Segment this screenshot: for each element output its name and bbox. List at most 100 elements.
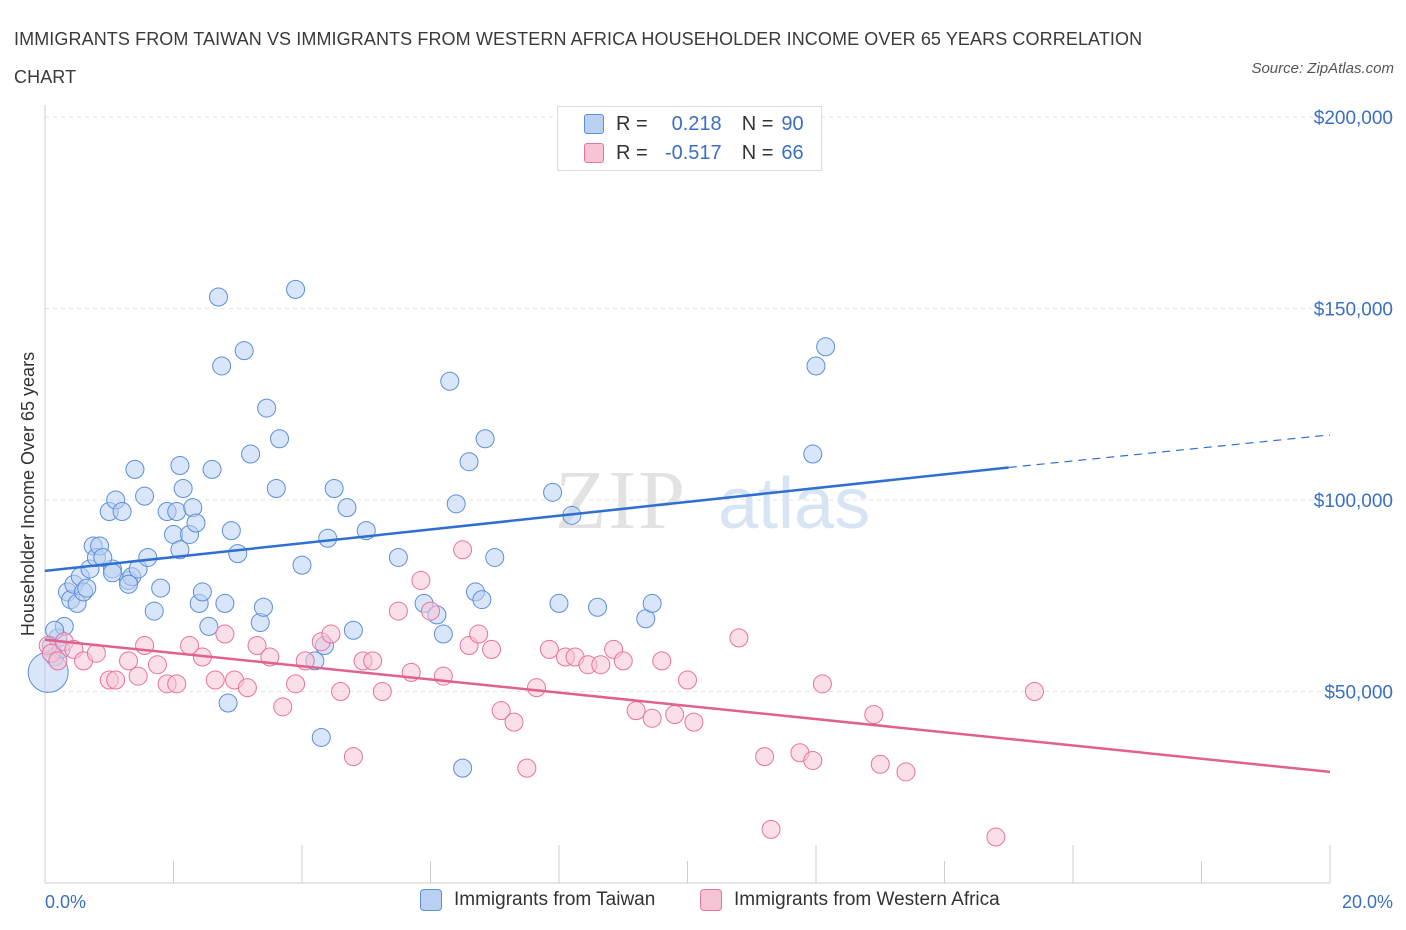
wafrica-point — [527, 678, 547, 698]
wafrica-point — [870, 754, 890, 774]
taiwan-point — [266, 479, 286, 499]
taiwan-point — [138, 547, 158, 567]
taiwan-point — [183, 498, 203, 518]
wafrica-point — [539, 639, 559, 659]
taiwan-point — [485, 547, 505, 567]
taiwan-point — [173, 479, 193, 499]
taiwan-point — [324, 479, 344, 499]
gridlines — [45, 116, 1394, 692]
taiwan-point — [253, 597, 273, 617]
wafrica-point — [215, 624, 235, 644]
x-tick-labels: 0.0% 20.0% — [45, 892, 1393, 912]
wafrica-point — [106, 670, 126, 690]
source-credit: Source: ZipAtlas.com — [1251, 60, 1394, 77]
taiwan-point — [144, 601, 164, 621]
wafrica-trend-line — [44, 638, 1331, 774]
x-tick-label: 0.0% — [45, 892, 86, 912]
taiwan-point — [221, 521, 241, 541]
trend-lines — [44, 434, 1331, 774]
taiwan-point — [440, 371, 460, 391]
taiwan-point — [202, 459, 222, 479]
wafrica-point — [896, 762, 916, 782]
wafrica-point — [1024, 682, 1044, 701]
wafrica-point — [421, 601, 440, 621]
legend-item-wafrica[interactable]: Immigrants from Western Africa — [700, 889, 1000, 911]
wafrica-point — [321, 624, 341, 644]
wafrica-point — [286, 674, 306, 694]
taiwan-point — [212, 356, 232, 376]
taiwan-point — [170, 540, 190, 560]
taiwan-point — [257, 398, 277, 418]
watermark: ZIP atlas — [555, 454, 870, 547]
wafrica-point — [453, 540, 473, 560]
series-legend: Immigrants from Taiwan Immigrants from W… — [0, 889, 1406, 915]
taiwan-point — [816, 337, 836, 357]
taiwan-trend-extension — [1008, 434, 1331, 469]
taiwan-point — [318, 528, 338, 548]
wafrica-point — [147, 655, 167, 675]
legend-n-label: N = — [741, 141, 774, 164]
y-tick-label: $100,000 — [1314, 491, 1393, 512]
wafrica-point — [665, 704, 685, 724]
wafrica-point — [591, 655, 611, 675]
wafrica-point — [273, 697, 293, 717]
wafrica-point — [761, 819, 781, 839]
legend-swatch-wafrica — [584, 143, 604, 163]
taiwan-point — [311, 727, 331, 747]
legend-label-taiwan: Immigrants from Taiwan — [454, 889, 656, 910]
wafrica-point — [517, 758, 537, 778]
wafrica-point — [986, 827, 1006, 847]
legend-row-wafrica: R = -0.517 N = 66 — [584, 139, 804, 167]
wafrica-point — [48, 651, 68, 671]
taiwan-point — [215, 593, 235, 613]
legend-r-value: 0.218 — [671, 112, 722, 135]
taiwan-point — [433, 624, 453, 644]
wafrica-point — [167, 674, 187, 694]
taiwan-point — [806, 356, 826, 376]
taiwan-point — [286, 279, 306, 299]
y-axis-title: Householder Income Over 65 years — [18, 352, 38, 636]
taiwan-point — [93, 547, 113, 567]
wafrica-point — [388, 601, 408, 621]
taiwan-point — [453, 758, 473, 778]
legend-swatch-taiwan — [420, 889, 442, 911]
taiwan-point — [135, 486, 155, 506]
wafrica-point — [755, 747, 775, 767]
wafrica-point — [363, 651, 383, 671]
wafrica-point — [343, 747, 363, 767]
y-tick-label: $150,000 — [1314, 300, 1393, 321]
y-tick-label: $50,000 — [1324, 683, 1393, 704]
legend-swatch-taiwan — [584, 114, 604, 134]
chart-title: IMMIGRANTS FROM TAIWAN VS IMMIGRANTS FRO… — [14, 29, 1143, 87]
taiwan-point — [250, 613, 270, 633]
watermark-zip: ZIP — [555, 454, 687, 547]
y-tick-labels: $50,000 $100,000 $150,000 $200,000 — [1314, 108, 1393, 704]
wafrica-point — [803, 750, 823, 770]
legend-n-label: N = — [741, 112, 774, 135]
legend-n-value: 90 — [781, 112, 804, 135]
wafrica-point — [119, 651, 139, 671]
taiwan-point — [642, 593, 662, 613]
taiwan-point — [241, 444, 261, 464]
taiwan-point — [446, 494, 466, 514]
y-tick-label: $200,000 — [1314, 108, 1393, 129]
taiwan-point — [102, 563, 122, 583]
taiwan-point — [170, 456, 190, 476]
wafrica-point — [237, 678, 257, 698]
taiwan-point — [119, 574, 139, 594]
taiwan-point — [337, 498, 357, 518]
legend-item-taiwan[interactable]: Immigrants from Taiwan — [420, 889, 655, 911]
taiwan-point — [472, 590, 492, 610]
wafrica-point — [626, 701, 646, 721]
taiwan-point — [151, 578, 171, 598]
taiwan-point — [125, 459, 145, 479]
taiwan-point — [234, 341, 254, 361]
axes — [44, 105, 1331, 884]
taiwan-point — [549, 593, 569, 613]
wafrica-point — [469, 624, 489, 644]
watermark-atlas: atlas — [718, 464, 870, 544]
taiwan-point — [292, 555, 312, 575]
taiwan-point — [199, 616, 219, 636]
wafrica-point — [372, 682, 392, 701]
